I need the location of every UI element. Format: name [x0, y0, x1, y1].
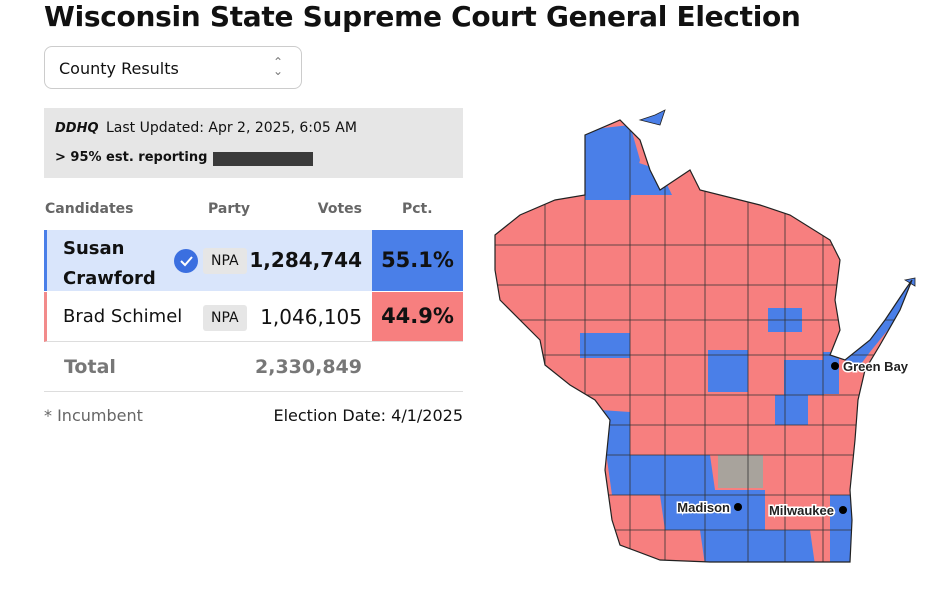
city-label: Madison [677, 500, 730, 515]
dropdown-arrows: ⌃ ⌄ [272, 55, 283, 78]
votes: 1,046,105 [260, 305, 362, 329]
winner-check [174, 249, 198, 273]
reporting-bar [213, 152, 313, 166]
column-header: Party [208, 201, 251, 217]
total-label: Total [64, 356, 116, 378]
last-updated: Last Updated: Apr 2, 2025, 6:05 AM [106, 120, 357, 136]
city-marker [734, 503, 742, 511]
candidate-row: Susan Crawford NPA 1,284,744 55.1% [44, 230, 463, 291]
party-badge: NPA [203, 248, 247, 274]
party-badge: NPA [203, 305, 247, 331]
column-header: Votes [317, 201, 362, 217]
city-marker [831, 362, 839, 370]
column-header: Pct. [402, 201, 433, 217]
candidate-row: Brad Schimel NPA 1,046,105 44.9% [44, 292, 463, 342]
candidate-name: Brad Schimel [63, 306, 183, 327]
source-logo: DDHQ [55, 121, 99, 136]
percent: 55.1% [372, 230, 463, 291]
results-dropdown[interactable]: County Results ⌃ ⌄ [44, 46, 302, 89]
votes: 1,284,744 [249, 248, 362, 272]
city-label: Milwaukee [769, 503, 834, 518]
candidate-name: Susan Crawford [63, 238, 156, 289]
reporting: > 95% est. reporting [55, 150, 208, 165]
election-date: Election Date: 4/1/2025 [273, 406, 463, 425]
city-label: Green Bay [843, 359, 909, 374]
column-header: Candidates [45, 201, 134, 217]
table-header: Candidates Party Votes Pct. [44, 201, 463, 221]
incumbent-note: * Incumbent [44, 406, 143, 425]
status-box: DDHQ Last Updated: Apr 2, 2025, 6:05 AM … [44, 108, 463, 178]
city-marker [839, 506, 847, 514]
dropdown-label: County Results [59, 59, 179, 78]
percent: 44.9% [372, 292, 463, 341]
total-votes: 2,330,849 [255, 356, 362, 378]
total-row: Total 2,330,849 [44, 342, 463, 392]
page-title: Wisconsin State Supreme Court General El… [44, 0, 801, 33]
